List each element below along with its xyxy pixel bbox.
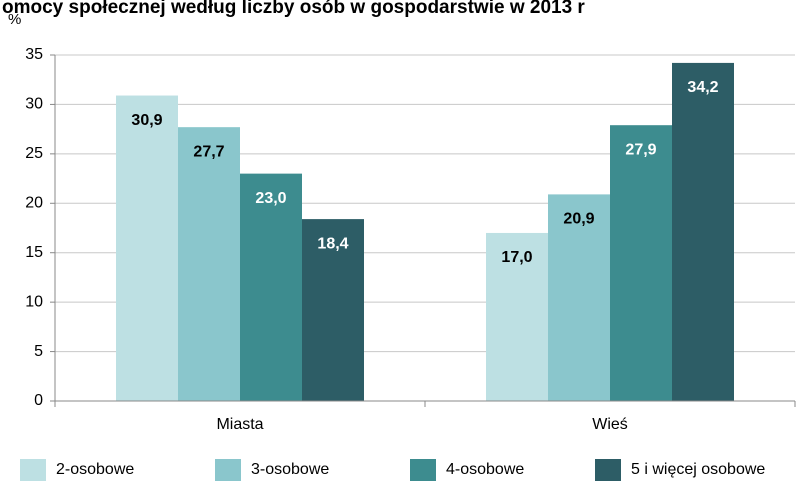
bar (548, 194, 610, 401)
legend-label: 4-osobowe (446, 461, 524, 478)
y-tick-label: 0 (34, 392, 43, 409)
y-tick-label: 15 (25, 244, 43, 261)
y-tick-label: 25 (25, 145, 43, 162)
data-label: 17,0 (501, 249, 532, 266)
chart-title: omocy społecznej według liczby osób w go… (2, 0, 585, 18)
y-tick-label: 10 (25, 293, 43, 310)
legend-label: 3-osobowe (251, 461, 329, 478)
y-tick-label: 5 (34, 343, 43, 360)
bar (178, 127, 240, 401)
data-label: 20,9 (563, 211, 594, 228)
y-tick-label: 30 (25, 96, 43, 113)
data-label: 30,9 (131, 112, 162, 129)
x-tick-label: Miasta (216, 416, 263, 433)
bar (302, 219, 364, 401)
legend-swatch (410, 459, 436, 481)
y-tick-label: 35 (25, 46, 43, 63)
bar (240, 173, 302, 401)
legend-swatch (215, 459, 241, 481)
legend-swatch (595, 459, 621, 481)
bar (116, 95, 178, 401)
data-label: 23,0 (255, 190, 286, 207)
bar (672, 62, 734, 402)
legend-label: 5 i więcej osobowe (631, 461, 765, 478)
data-label: 34,2 (687, 79, 718, 96)
bar (486, 232, 548, 401)
legend-label: 2-osobowe (56, 461, 134, 478)
y-axis-label: % (8, 11, 21, 28)
data-label: 27,7 (193, 143, 224, 160)
data-label: 27,9 (625, 141, 656, 158)
y-tick-label: 20 (25, 195, 43, 212)
legend-swatch (20, 459, 46, 481)
x-tick-label: Wieś (592, 416, 628, 433)
bar (610, 125, 672, 401)
data-label: 18,4 (317, 235, 348, 252)
